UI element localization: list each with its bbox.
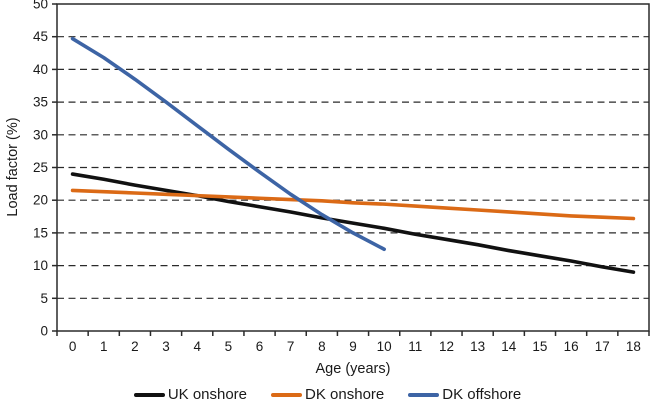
x-tick-label: 18	[626, 339, 641, 354]
y-tick-label: 5	[40, 291, 48, 306]
legend: UK onshore DK onshore DK offshore	[0, 386, 655, 403]
y-tick-label: 35	[33, 95, 48, 110]
y-tick-label: 20	[33, 193, 48, 208]
x-tick-label: 5	[225, 339, 233, 354]
legend-item-dk-offshore: DK offshore	[408, 386, 521, 403]
legend-label-dk-onshore: DK onshore	[305, 386, 385, 403]
legend-item-dk-onshore: DK onshore	[271, 386, 384, 403]
x-tick-label: 14	[501, 339, 517, 354]
legend-label-uk-onshore: UK onshore	[167, 386, 248, 403]
x-tick-label: 16	[564, 339, 579, 354]
x-tick-label: 11	[408, 339, 422, 354]
x-tick-label: 6	[256, 339, 264, 354]
series-line-dk-offshore	[70, 36, 386, 252]
x-tick-label: 8	[318, 339, 326, 354]
series-line-dk-onshore	[70, 188, 636, 221]
y-tick-label: 45	[33, 29, 48, 44]
x-tick-label: 2	[131, 339, 139, 354]
plot-border	[56, 3, 650, 332]
x-tick-label: 12	[439, 339, 454, 354]
y-tick-label: 30	[33, 127, 48, 142]
y-tick-label: 25	[33, 160, 48, 175]
x-tick-label: 15	[532, 339, 547, 354]
x-tick-label: 13	[470, 339, 485, 354]
y-tick-label: 15	[33, 225, 48, 240]
y-tick-label: 50	[33, 0, 48, 12]
x-tick-label: 4	[193, 339, 201, 354]
y-tick-label: 40	[33, 62, 48, 77]
legend-swatch-dk-offshore	[408, 392, 440, 397]
legend-item-uk-onshore: UK onshore	[133, 386, 248, 403]
y-tick-label: 10	[33, 258, 48, 273]
x-tick-label: 1	[100, 339, 108, 354]
x-tick-label: 17	[595, 339, 610, 354]
legend-swatch-uk-onshore	[133, 392, 165, 397]
x-tick-label: 10	[377, 339, 392, 354]
x-tick-label: 7	[287, 339, 295, 354]
y-tick-label: 0	[40, 324, 48, 339]
x-tick-label: 0	[69, 339, 77, 354]
x-axis-title: Age (years)	[315, 361, 391, 377]
series-line-uk-onshore	[70, 172, 636, 274]
legend-swatch-dk-onshore	[271, 392, 303, 397]
x-tick-label: 9	[349, 339, 357, 354]
x-tick-label: 3	[162, 339, 170, 354]
legend-label-dk-offshore: DK offshore	[442, 386, 522, 403]
